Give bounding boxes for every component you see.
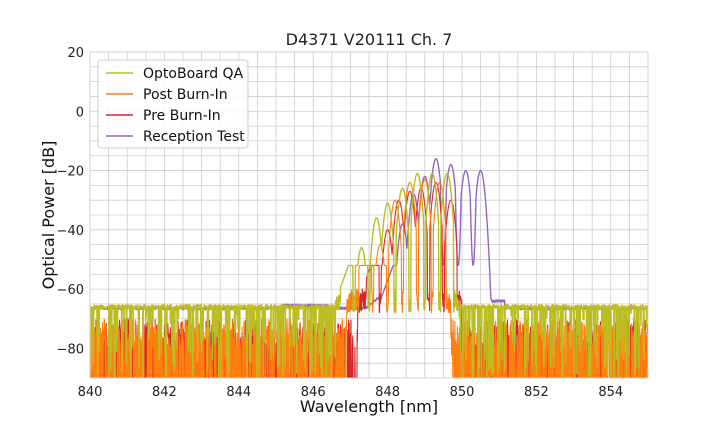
series-group — [90, 157, 648, 378]
series-line-optoboard-qa — [90, 172, 648, 378]
y-tick-label: 20 — [67, 46, 84, 61]
y-tick-label: 0 — [76, 105, 84, 120]
y-tick-label: −20 — [57, 165, 84, 180]
y-axis-label: Optical Power [dB] — [39, 141, 58, 290]
x-tick-label: 842 — [152, 385, 177, 400]
x-tick-label: 846 — [301, 385, 326, 400]
x-tick-label: 854 — [598, 385, 623, 400]
x-axis-label: Wavelength [nm] — [300, 397, 438, 416]
chart-title: D4371 V20111 Ch. 7 — [286, 30, 453, 49]
legend-box — [97, 59, 249, 149]
legend-label-post-burn-in: Post Burn-In — [143, 87, 228, 103]
plot-border — [89, 51, 649, 379]
x-tick-labels: 840 842 844 846 848 850 852 854 — [78, 385, 624, 400]
legend-label-reception-test: Reception Test — [143, 129, 245, 145]
x-tick-label: 852 — [524, 385, 549, 400]
legend-label-optoboard-qa: OptoBoard QA — [143, 66, 244, 82]
y-tick-label: −40 — [57, 224, 84, 239]
x-tick-label: 850 — [450, 385, 475, 400]
y-tick-label: −60 — [57, 283, 84, 298]
legend-label-pre-burn-in: Pre Burn-In — [143, 108, 221, 124]
y-tick-label: −80 — [57, 342, 84, 357]
x-tick-label: 848 — [375, 385, 400, 400]
series-line-pre-burn-in — [90, 181, 648, 378]
legend: OptoBoard QA Post Burn-In Pre Burn-In Recep… — [97, 59, 249, 149]
x-tick-label: 840 — [78, 385, 103, 400]
y-tick-labels: 20 0 −20 −40 −60 −80 — [57, 46, 84, 357]
x-tick-label: 844 — [226, 385, 251, 400]
series-line-post-burn-in — [90, 178, 648, 378]
